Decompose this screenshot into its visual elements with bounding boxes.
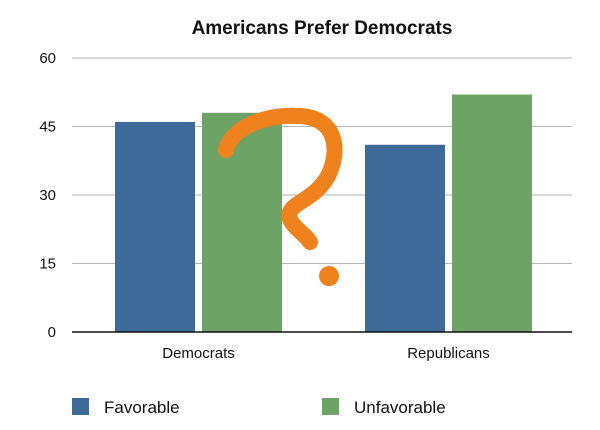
- question-mark-curve: [218, 107, 343, 250]
- question-mark-annotation: [218, 107, 343, 286]
- y-axis-tick-labels: 0 15 30 45 60: [39, 50, 56, 341]
- bars: [115, 94, 532, 333]
- y-tick-label: 45: [39, 119, 56, 136]
- x-axis-category-labels: Democrats Republicans: [162, 345, 490, 362]
- question-mark-dot: [319, 266, 339, 286]
- legend-swatch-favorable: [72, 398, 89, 415]
- x-category-label: Democrats: [162, 345, 235, 362]
- y-tick-label: 30: [39, 187, 56, 204]
- y-tick-label: 15: [39, 256, 56, 273]
- legend: Favorable Unfavorable: [72, 398, 446, 417]
- y-tick-label: 0: [48, 324, 56, 341]
- bar-favorable-republicans: [365, 144, 445, 332]
- legend-swatch-unfavorable: [322, 398, 339, 415]
- chart-title: Americans Prefer Democrats: [192, 18, 453, 39]
- bar-favorable-democrats: [115, 121, 195, 332]
- x-category-label: Republicans: [407, 345, 490, 362]
- y-tick-label: 60: [39, 50, 56, 67]
- bar-unfavorable-democrats: [202, 112, 282, 332]
- legend-label-unfavorable: Unfavorable: [354, 398, 446, 417]
- bar-unfavorable-republicans: [452, 94, 532, 333]
- legend-label-favorable: Favorable: [104, 398, 180, 417]
